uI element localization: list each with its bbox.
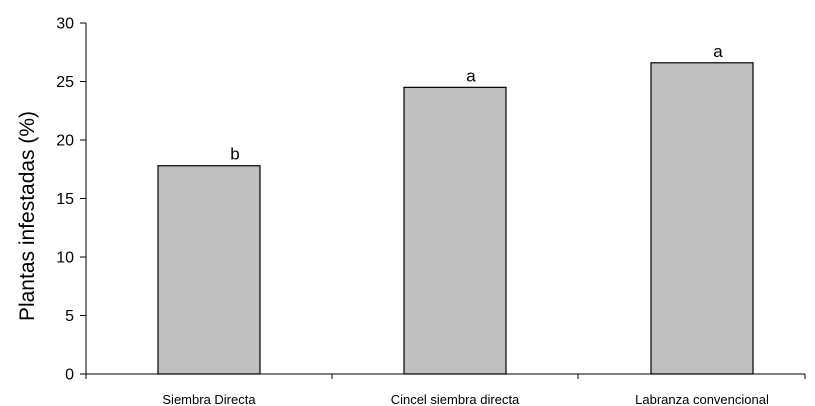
y-tick-label: 25 — [56, 74, 74, 91]
bar-significance-label: a — [466, 66, 476, 85]
bar — [403, 86, 507, 375]
y-tick-label: 30 — [56, 16, 74, 33]
y-tick-label: 0 — [65, 367, 74, 384]
y-tick-label: 15 — [56, 191, 74, 208]
x-category-label: Siembra Directa — [162, 392, 256, 406]
y-tick-label: 10 — [56, 250, 74, 267]
y-tick-label: 20 — [56, 133, 74, 150]
y-axis-title: Plantas infestadas (%) — [16, 111, 39, 321]
x-axis: Siembra Directa Cincel siembra directa Lab… — [85, 373, 806, 406]
bar — [157, 165, 261, 375]
x-category-label: Labranza convencional — [635, 392, 769, 406]
y-axis: 0 5 10 15 20 25 30 — [56, 16, 87, 384]
x-category-label: Cincel siembra directa — [391, 392, 520, 406]
bars: b a a — [157, 42, 754, 375]
bar-significance-label: b — [230, 145, 239, 164]
bar — [650, 62, 754, 375]
bar-significance-label: a — [713, 42, 723, 61]
y-tick-label: 5 — [65, 308, 74, 325]
